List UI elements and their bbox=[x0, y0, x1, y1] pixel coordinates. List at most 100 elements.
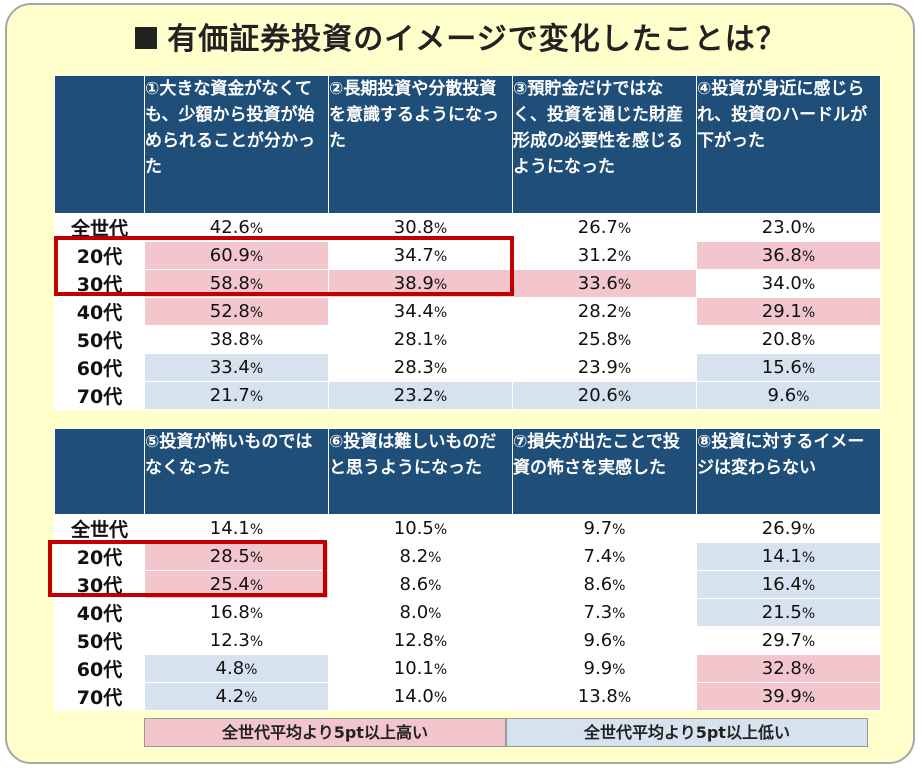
value-number: 38.8 bbox=[209, 329, 250, 350]
value-cell: 10.1% bbox=[328, 654, 513, 683]
row-label: 70代 bbox=[54, 682, 145, 711]
value-number: 38.9 bbox=[393, 273, 434, 294]
value-cell: 23.9% bbox=[512, 353, 697, 382]
results-table-1: ①大きな資金がなくても、少額から投資が始められることが分かった ②長期投資や分散投… bbox=[54, 75, 881, 410]
value-cell: 4.8% bbox=[144, 654, 329, 683]
value-number: 4.8 bbox=[215, 658, 245, 679]
percent-unit: % bbox=[801, 634, 816, 650]
value-number: 39.9 bbox=[761, 686, 802, 707]
column-header: ②長期投資や分散投資を意識するようになった bbox=[328, 75, 513, 214]
value-cell: 20.6% bbox=[512, 381, 697, 410]
value-cell: 14.0% bbox=[328, 682, 513, 711]
value-cell: 9.7% bbox=[512, 514, 697, 543]
value-number: 21.5 bbox=[761, 602, 802, 623]
value-cell: 7.3% bbox=[512, 598, 697, 627]
table-row: 全世代 42.6% 30.8% 26.7% 23.0% bbox=[54, 213, 881, 242]
value-cell: 38.8% bbox=[144, 325, 329, 354]
percent-unit: % bbox=[801, 361, 816, 377]
value-cell: 36.8% bbox=[696, 241, 881, 270]
row-label: 20代 bbox=[54, 542, 145, 571]
percent-unit: % bbox=[433, 305, 448, 321]
percent-unit: % bbox=[617, 305, 632, 321]
percent-unit: % bbox=[801, 277, 816, 293]
percent-unit: % bbox=[612, 550, 626, 566]
results-table-2: ⑤投資が怖いものではなくなった ⑥投資は難しいものだと思うようになった ⑦損失が出た… bbox=[54, 428, 881, 711]
value-cell: 23.2% bbox=[328, 381, 513, 410]
table-row: 40代 52.8% 34.4% 28.2% 29.1% bbox=[54, 297, 881, 326]
value-number: 16.4 bbox=[761, 574, 802, 595]
value-cell: 26.7% bbox=[512, 213, 697, 242]
percent-unit: % bbox=[433, 522, 448, 538]
value-cell: 9.9% bbox=[512, 654, 697, 683]
value-cell: 14.1% bbox=[696, 542, 881, 571]
percent-unit: % bbox=[249, 249, 264, 265]
figure-title-wrap: 有価証券投資のイメージで変化したことは？ bbox=[0, 14, 922, 58]
table-row: 50代 12.3% 12.8% 9.6% 29.7% bbox=[54, 626, 881, 655]
value-cell: 33.4% bbox=[144, 353, 329, 382]
value-number: 7.4 bbox=[583, 546, 613, 567]
value-number: 14.0 bbox=[393, 686, 434, 707]
value-number: 9.6 bbox=[767, 385, 797, 406]
percent-unit: % bbox=[617, 690, 632, 706]
value-number: 12.8 bbox=[393, 630, 434, 651]
value-cell: 10.5% bbox=[328, 514, 513, 543]
value-cell: 8.6% bbox=[328, 570, 513, 599]
percent-unit: % bbox=[249, 333, 264, 349]
table-row: 20代 60.9% 34.7% 31.2% 36.8% bbox=[54, 241, 881, 270]
square-bullet-icon bbox=[135, 26, 158, 49]
table-row: 50代 38.8% 28.1% 25.8% 20.8% bbox=[54, 325, 881, 354]
percent-unit: % bbox=[249, 606, 264, 622]
corner-cell bbox=[54, 75, 145, 214]
value-number: 33.4 bbox=[209, 357, 250, 378]
row-label: 40代 bbox=[54, 297, 145, 326]
value-number: 14.1 bbox=[761, 546, 802, 567]
percent-unit: % bbox=[801, 221, 816, 237]
highlight-box-1 bbox=[54, 236, 514, 296]
value-number: 20.8 bbox=[761, 329, 802, 350]
percent-unit: % bbox=[612, 522, 626, 538]
column-header: ⑤投資が怖いものではなくなった bbox=[144, 428, 329, 515]
value-number: 7.3 bbox=[583, 602, 613, 623]
value-cell: 12.3% bbox=[144, 626, 329, 655]
value-number: 29.1 bbox=[761, 301, 802, 322]
value-number: 30.8 bbox=[393, 217, 434, 238]
column-header: ⑦損失が出たことで投資の怖さを実感した bbox=[512, 428, 697, 515]
percent-unit: % bbox=[801, 690, 816, 706]
value-cell: 20.8% bbox=[696, 325, 881, 354]
header-row: ①大きな資金がなくても、少額から投資が始められることが分かった ②長期投資や分散投… bbox=[54, 75, 881, 214]
percent-unit: % bbox=[801, 333, 816, 349]
percent-unit: % bbox=[433, 634, 448, 650]
value-cell: 60.9% bbox=[144, 241, 329, 270]
percent-unit: % bbox=[433, 221, 448, 237]
value-cell: 8.2% bbox=[328, 542, 513, 571]
percent-unit: % bbox=[428, 606, 442, 622]
percent-unit: % bbox=[433, 333, 448, 349]
percent-unit: % bbox=[617, 249, 632, 265]
value-number: 9.9 bbox=[583, 658, 613, 679]
value-cell: 9.6% bbox=[512, 626, 697, 655]
value-cell: 14.1% bbox=[144, 514, 329, 543]
percent-unit: % bbox=[801, 662, 816, 678]
value-cell: 52.8% bbox=[144, 297, 329, 326]
percent-unit: % bbox=[244, 662, 258, 678]
value-cell: 21.5% bbox=[696, 598, 881, 627]
percent-unit: % bbox=[617, 221, 632, 237]
percent-unit: % bbox=[433, 662, 448, 678]
percent-unit: % bbox=[612, 634, 626, 650]
percent-unit: % bbox=[249, 550, 264, 566]
value-number: 25.4 bbox=[209, 574, 250, 595]
percent-unit: % bbox=[249, 578, 264, 594]
value-number: 29.7 bbox=[761, 630, 802, 651]
corner-cell bbox=[54, 428, 145, 515]
value-cell: 8.0% bbox=[328, 598, 513, 627]
highlight-box-2 bbox=[48, 540, 327, 597]
percent-unit: % bbox=[428, 578, 442, 594]
value-cell: 34.0% bbox=[696, 269, 881, 298]
value-number: 8.6 bbox=[399, 574, 429, 595]
percent-unit: % bbox=[433, 249, 448, 265]
column-header: ⑥投資は難しいものだと思うようになった bbox=[328, 428, 513, 515]
value-cell: 16.4% bbox=[696, 570, 881, 599]
value-cell: 21.7% bbox=[144, 381, 329, 410]
value-number: 31.2 bbox=[577, 245, 618, 266]
value-number: 8.6 bbox=[583, 574, 613, 595]
